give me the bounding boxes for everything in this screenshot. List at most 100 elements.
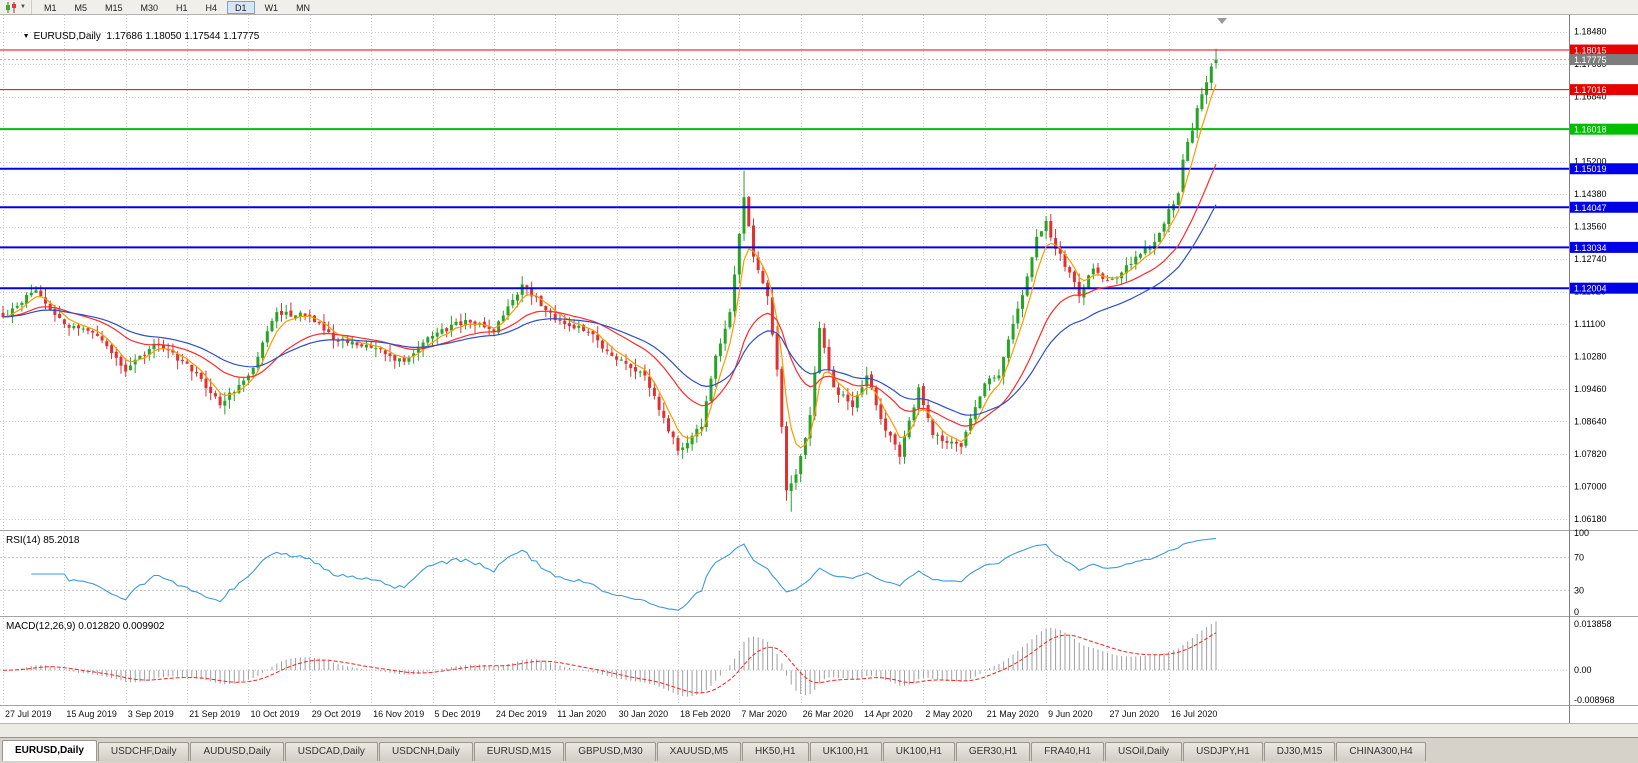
timeframe-button-d1[interactable]: D1 <box>227 0 255 14</box>
svg-text:30 Jan 2020: 30 Jan 2020 <box>619 709 669 719</box>
svg-text:21 May 2020: 21 May 2020 <box>987 709 1039 719</box>
chart-title-text: EURUSD,Daily 1.17686 1.18050 1.17544 1.1… <box>33 31 260 42</box>
chart-background <box>0 15 1638 737</box>
chart-title[interactable]: ▼ EURUSD,Daily 1.17686 1.18050 1.17544 1.… <box>6 20 260 53</box>
bid-price-label <box>1570 54 1638 66</box>
chart-area: 1.184801.176601.168401.160201.152001.143… <box>0 15 1638 737</box>
svg-text:1.09460: 1.09460 <box>1574 384 1607 394</box>
chart-tab-audusd-daily[interactable]: AUDUSD,Daily <box>190 742 284 761</box>
ma-mid <box>2 163 1217 427</box>
chart-tab-fra40-h1[interactable]: FRA40,H1 <box>1031 742 1104 761</box>
svg-text:15 Aug 2019: 15 Aug 2019 <box>66 709 117 719</box>
chart-tab-eurusd-m15[interactable]: EURUSD,M15 <box>473 742 565 761</box>
chart-shift-marker[interactable] <box>1217 18 1227 24</box>
chart-tab-usdchf-daily[interactable]: USDCHF,Daily <box>97 742 190 761</box>
svg-text:70: 70 <box>1574 553 1584 563</box>
rsi-label: RSI(14) 85.2018 <box>6 535 80 546</box>
svg-text:29 Oct 2019: 29 Oct 2019 <box>312 709 361 719</box>
timeframe-toolbar: ▼ M1 M5 M15 M30 H1 H4 D1 W1 MN <box>0 0 1638 15</box>
svg-text:26 Mar 2020: 26 Mar 2020 <box>803 709 854 719</box>
svg-text:1.17775: 1.17775 <box>1574 55 1607 65</box>
svg-text:1.14047: 1.14047 <box>1574 203 1607 213</box>
svg-text:5 Dec 2019: 5 Dec 2019 <box>435 709 481 719</box>
svg-text:1.18480: 1.18480 <box>1574 27 1607 37</box>
chart-tab-ger30-h1[interactable]: GER30,H1 <box>955 742 1031 761</box>
svg-text:0.013858: 0.013858 <box>1574 619 1612 629</box>
timeframe-button-h1[interactable]: H1 <box>176 2 188 13</box>
svg-text:16 Jul 2020: 16 Jul 2020 <box>1171 709 1218 719</box>
svg-text:30: 30 <box>1574 585 1584 595</box>
svg-text:18 Feb 2020: 18 Feb 2020 <box>680 709 731 719</box>
chart-tab-hk50-h1[interactable]: HK50,H1 <box>742 742 809 761</box>
timeframe-button-m5[interactable]: M5 <box>74 2 87 13</box>
svg-text:1.14380: 1.14380 <box>1574 189 1607 199</box>
chevron-down-icon: ▼ <box>20 4 26 10</box>
bottom-strip <box>0 723 1638 737</box>
svg-text:7 Mar 2020: 7 Mar 2020 <box>741 709 787 719</box>
timeframe-button-m15[interactable]: M15 <box>104 2 123 13</box>
ma-fast <box>2 84 1217 449</box>
macd-label: MACD(12,26,9) 0.012820 0.009902 <box>6 621 165 632</box>
grid-layer <box>0 15 1569 705</box>
timeframe-button-mn[interactable]: MN <box>296 2 311 13</box>
svg-text:1.12004: 1.12004 <box>1574 284 1607 294</box>
candlestick-chart-icon <box>6 1 16 13</box>
chart-tab-usoil-daily[interactable]: USOil,Daily <box>1104 742 1183 761</box>
ma-slow <box>2 204 1217 416</box>
svg-text:1.15200: 1.15200 <box>1574 157 1607 167</box>
rsi-line <box>31 538 1217 611</box>
chart-tab-uk100-h1[interactable]: UK100,H1 <box>882 742 955 761</box>
chart-tab-dj30-m15[interactable]: DJ30,M15 <box>1263 742 1336 761</box>
svg-text:1.15019: 1.15019 <box>1574 164 1607 174</box>
chart-tab-china300-h4[interactable]: CHINA300,H4 <box>1336 742 1426 761</box>
svg-text:1.13034: 1.13034 <box>1574 243 1607 253</box>
chart-tab-xauusd-m5[interactable]: XAUUSD,M5 <box>656 742 742 761</box>
svg-text:3 Sep 2019: 3 Sep 2019 <box>128 709 174 719</box>
macd-histogram <box>7 621 1217 697</box>
chart-tab-usdcnh-daily[interactable]: USDCNH,Daily <box>378 742 473 761</box>
time-axis[interactable]: 27 Jul 2019 15 Aug 2019 3 Sep 2019 21 Sep 2… <box>5 709 1217 719</box>
svg-text:27 Jun 2020: 27 Jun 2020 <box>1109 709 1159 719</box>
svg-text:1.10280: 1.10280 <box>1574 351 1607 361</box>
svg-text:1.11100: 1.11100 <box>1574 319 1605 329</box>
moving-averages-layer <box>2 84 1217 449</box>
chart-tab-bar: EURUSD,Daily USDCHF,Daily AUDUSD,Daily USDC… <box>0 737 1638 763</box>
chart-type-button[interactable]: ▼ <box>0 0 32 14</box>
svg-text:1.16018: 1.16018 <box>1574 125 1607 135</box>
timeframe-button-h4[interactable]: H4 <box>205 2 218 13</box>
svg-text:-0.008968: -0.008968 <box>1574 695 1615 705</box>
timeframe-buttons: M1 M5 M15 M30 H1 H4 D1 W1 MN <box>32 0 319 14</box>
svg-text:14 Apr 2020: 14 Apr 2020 <box>864 709 913 719</box>
svg-text:0: 0 <box>1574 607 1579 617</box>
macd-signal-line <box>3 632 1217 694</box>
price-axis[interactable]: 1.184801.176601.168401.160201.152001.143… <box>1570 27 1638 524</box>
svg-text:27 Jul 2019: 27 Jul 2019 <box>5 709 52 719</box>
svg-text:1.08640: 1.08640 <box>1574 416 1607 426</box>
svg-text:1.17016: 1.17016 <box>1574 85 1607 95</box>
timeframe-button-m1[interactable]: M1 <box>43 2 57 13</box>
svg-text:1.06180: 1.06180 <box>1574 514 1607 524</box>
svg-text:1.07820: 1.07820 <box>1574 449 1607 459</box>
svg-text:1.13560: 1.13560 <box>1574 222 1607 232</box>
svg-text:24 Dec 2019: 24 Dec 2019 <box>496 709 547 719</box>
svg-text:1.07000: 1.07000 <box>1574 481 1607 491</box>
chart-dropdown-icon[interactable]: ▼ <box>22 33 30 40</box>
horizontal-levels-layer[interactable] <box>0 49 1569 290</box>
svg-text:1.12740: 1.12740 <box>1574 254 1607 264</box>
svg-text:2 May 2020: 2 May 2020 <box>925 709 972 719</box>
svg-text:10 Oct 2019: 10 Oct 2019 <box>250 709 299 719</box>
timeframe-button-w1[interactable]: W1 <box>264 2 279 13</box>
chart-tab-usdcad-daily[interactable]: USDCAD,Daily <box>284 742 378 761</box>
chart-tab-gbpusd-m30[interactable]: GBPUSD,M30 <box>565 742 656 761</box>
chart-tab-eurusd-daily[interactable]: EURUSD,Daily <box>2 740 97 761</box>
svg-text:16 Nov 2019: 16 Nov 2019 <box>373 709 424 719</box>
svg-text:0.00: 0.00 <box>1574 665 1592 675</box>
chart-tab-usdjpy-h1[interactable]: USDJPY,H1 <box>1183 742 1263 761</box>
svg-text:9 Jun 2020: 9 Jun 2020 <box>1048 709 1093 719</box>
svg-text:1.16840: 1.16840 <box>1574 92 1607 102</box>
timeframe-button-m30[interactable]: M30 <box>140 2 159 13</box>
chart-canvas[interactable]: 1.184801.176601.168401.160201.152001.143… <box>0 15 1638 737</box>
svg-text:21 Sep 2019: 21 Sep 2019 <box>189 709 240 719</box>
chart-tab-uk100-h1[interactable]: UK100,H1 <box>809 742 882 761</box>
